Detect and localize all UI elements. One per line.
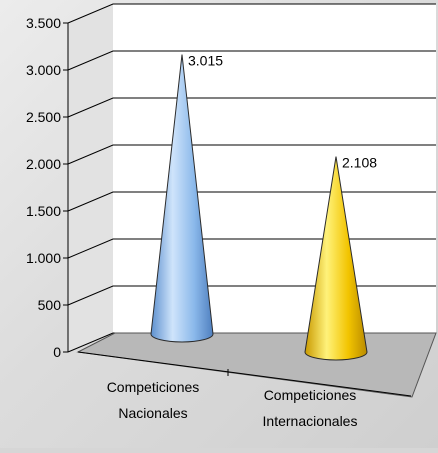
- data-label: 3.015: [188, 53, 223, 69]
- y-tick-label: 1.500: [26, 203, 61, 219]
- gridline: [67, 144, 436, 165]
- category-label: Competiciones: [264, 387, 357, 403]
- gridline: [67, 3, 436, 24]
- gridline: [67, 191, 436, 212]
- gridline: [67, 97, 436, 118]
- x-axis: [77, 351, 412, 397]
- y-tick-label: 2.500: [26, 109, 61, 125]
- cone-bar: [304, 156, 368, 361]
- y-tick-label: 3.500: [26, 15, 61, 31]
- y-tick-label: 1.000: [26, 250, 61, 266]
- side-wall: [68, 4, 113, 352]
- cone-bar: [150, 54, 214, 343]
- gridline: [67, 50, 436, 71]
- y-tick-label: 0: [53, 344, 61, 360]
- category-label: Competiciones: [107, 379, 200, 395]
- y-tick-label: 3.000: [26, 62, 61, 78]
- category-label: Nacionales: [118, 405, 187, 421]
- y-tick-label: 2.000: [26, 156, 61, 172]
- category-label: Internacionales: [263, 413, 358, 429]
- y-tick-label: 500: [38, 297, 62, 313]
- data-label: 2.108: [342, 155, 377, 171]
